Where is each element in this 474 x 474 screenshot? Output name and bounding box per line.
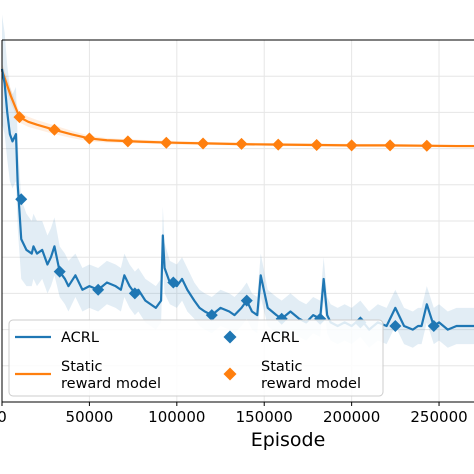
x-tick-label-4: 200000 [323, 408, 380, 426]
static-reward-model-marker-0 [13, 111, 26, 124]
static-reward-model-marker-1 [48, 123, 61, 136]
x-tick-label-2: 100000 [148, 408, 205, 426]
acrl-marker-5 [205, 309, 218, 322]
legend-label-1: Static reward model [61, 359, 161, 392]
x-tick-label-1: 50000 [66, 408, 114, 426]
acrl-marker-3 [128, 287, 141, 300]
x-tick-labels: 0 50000 100000 150000 200000 250000 [0, 402, 468, 426]
acrl-marker-10 [389, 319, 402, 332]
static-reward-model-line [0, 70, 474, 148]
legend-box [8, 319, 384, 397]
legend-label-2: ACRL [261, 330, 299, 346]
acrl-marker-6 [240, 294, 253, 307]
static-reward-model-marker-8 [310, 138, 323, 151]
static-reward-model-marker-10 [384, 139, 397, 152]
legend-label-0: ACRL [61, 330, 99, 346]
acrl-marker-0 [15, 193, 28, 206]
static-reward-model-marker-3 [121, 135, 134, 148]
acrl-marker-4 [167, 276, 180, 289]
legend-symbol-2 [223, 330, 237, 344]
acrl-marker-1 [53, 265, 66, 278]
axes [1, 39, 474, 403]
series-markers [13, 111, 440, 332]
legend: ACRL Static reward model ACRL Static reward m… [8, 319, 384, 397]
static-reward-model-marker-11 [420, 139, 433, 152]
grid [1, 40, 474, 402]
static-reward-model-marker-2 [83, 132, 96, 145]
static-reward-model-marker-6 [235, 137, 248, 150]
static-reward-model-marker-4 [160, 136, 173, 149]
confidence-bands [2, 14, 474, 348]
static-reward-model-marker-5 [197, 137, 210, 150]
x-axis-label: Episode [251, 429, 326, 451]
acrl-band [2, 14, 474, 348]
legend-label-3: Static reward model [261, 359, 361, 392]
static-reward-model-marker-9 [345, 139, 358, 152]
static-reward-model-marker-7 [272, 138, 285, 151]
x-tick-label-3: 150000 [236, 408, 293, 426]
acrl-marker-11 [427, 319, 440, 332]
x-tick-label-5: 250000 [410, 408, 467, 426]
x-tick-label-0: 0 [0, 408, 7, 426]
legend-symbol-3 [223, 367, 237, 381]
acrl-marker-2 [92, 283, 105, 296]
